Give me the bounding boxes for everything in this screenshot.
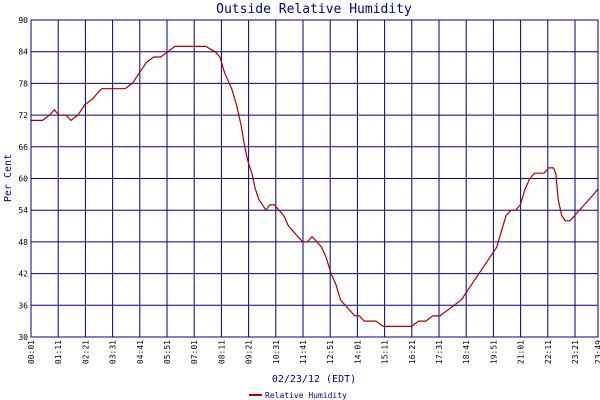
x-tick-label: 01:11 bbox=[54, 340, 63, 364]
x-tick-label: 00:01 bbox=[27, 340, 36, 364]
y-tick-label: 72 bbox=[18, 111, 28, 120]
x-axis-ticks: 00:01 01:11 02:21 03:31 04:41 05:51 07:01 08:11… bbox=[27, 340, 600, 364]
x-tick-label: 10:31 bbox=[272, 340, 281, 364]
series-line-relative-humidity bbox=[31, 45, 599, 327]
y-axis-ticks: 30 36 42 48 54 60 66 72 78 84 90 bbox=[18, 16, 28, 342]
x-axis-label: 02/23/12 (EDT) bbox=[272, 374, 356, 385]
y-tick-label: 36 bbox=[18, 301, 28, 310]
x-tick-label: 22:11 bbox=[544, 340, 553, 364]
x-tick-label: 02:21 bbox=[81, 340, 90, 364]
y-tick-label: 42 bbox=[18, 270, 28, 279]
x-tick-label: 04:41 bbox=[136, 340, 145, 364]
y-tick-label: 48 bbox=[18, 238, 28, 247]
x-tick-label: 16:21 bbox=[408, 340, 417, 364]
x-tick-label: 11:41 bbox=[299, 340, 308, 364]
grid bbox=[31, 19, 598, 338]
y-tick-label: 66 bbox=[18, 143, 28, 152]
x-tick-label: 18:41 bbox=[462, 340, 471, 364]
x-tick-label: 19:51 bbox=[489, 340, 498, 364]
y-tick-label: 60 bbox=[18, 175, 28, 184]
plot-frame bbox=[30, 19, 599, 338]
x-tick-label: 23:21 bbox=[571, 340, 580, 364]
y-tick-label: 54 bbox=[18, 206, 28, 215]
x-tick-label: 17:31 bbox=[435, 340, 444, 364]
series-layer bbox=[31, 45, 599, 327]
x-tick-label: 09:21 bbox=[245, 340, 254, 364]
x-tick-label: 14:01 bbox=[353, 340, 362, 364]
x-tick-label: 12:51 bbox=[326, 340, 335, 364]
x-tick-label: 03:31 bbox=[109, 340, 118, 364]
y-axis-label: Per Cent bbox=[3, 154, 14, 202]
x-tick-label: 05:51 bbox=[163, 340, 172, 364]
legend-label: Relative Humidity bbox=[265, 391, 347, 400]
x-tick-label: 07:01 bbox=[190, 340, 199, 364]
y-tick-label: 84 bbox=[18, 48, 28, 57]
y-tick-label: 30 bbox=[18, 333, 28, 342]
chart-title: Outside Relative Humidity bbox=[216, 2, 412, 17]
x-tick-label: 21:01 bbox=[517, 340, 526, 364]
x-tick-label: 08:11 bbox=[217, 340, 226, 364]
legend: Relative Humidity bbox=[249, 391, 347, 400]
y-tick-label: 90 bbox=[18, 16, 28, 25]
x-tick-label: 23:49 bbox=[594, 340, 600, 364]
x-tick-label: 15:11 bbox=[381, 340, 390, 364]
y-tick-label: 78 bbox=[18, 79, 28, 88]
